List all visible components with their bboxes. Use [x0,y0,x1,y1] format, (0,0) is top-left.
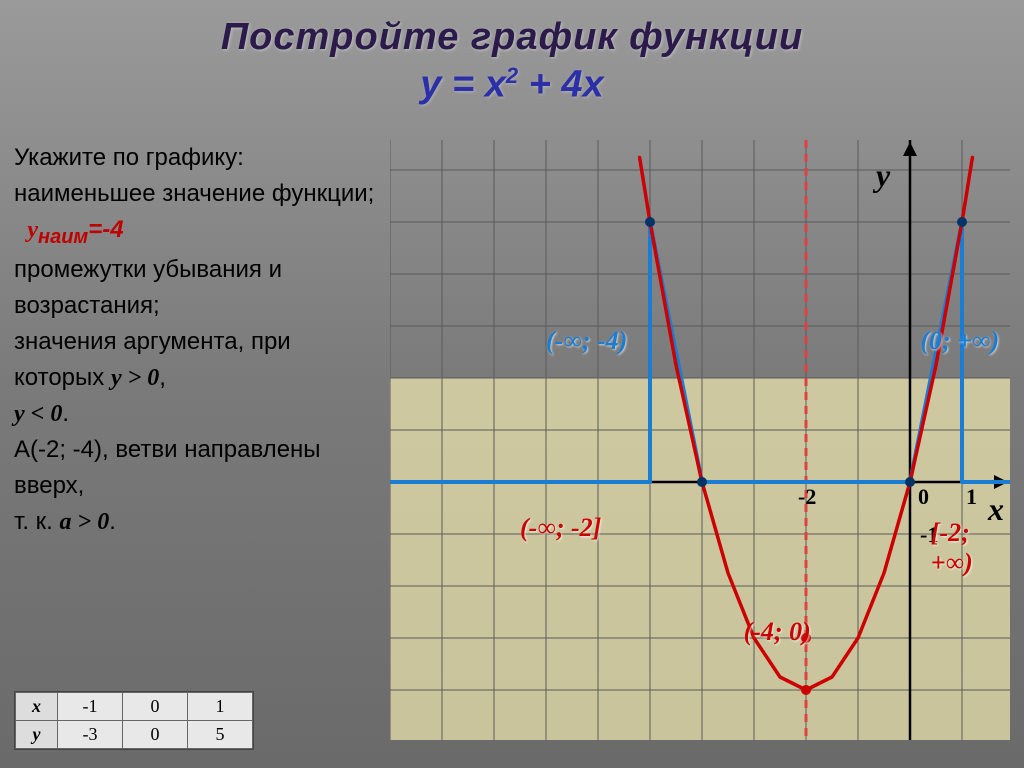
chart: -201-1yx (-∞; -4)(0; +∞)(-∞; -2][-2; +∞)… [390,140,1010,740]
line2: наименьшее значение функции; yнаим=-4 [14,176,384,252]
dot1: . [62,400,69,427]
interval-label: (-∞; -4) [546,326,627,356]
table-y-label: y [16,721,58,749]
table-cell: 5 [188,721,253,749]
line1: Укажите по графику: [14,140,384,176]
ymin-var: y [27,217,38,243]
interval-label: [-2; +∞) [931,518,1010,578]
line7: т. к. a > 0. [14,504,384,540]
agt0: a > 0 [60,509,110,535]
comma: , [159,364,166,391]
line5: y < 0. [14,396,384,432]
ylt0: y < 0 [14,401,62,427]
interval-label: (0; +∞) [920,326,999,356]
line2a: наименьшее значение функции; [14,180,374,207]
line6: А(-2; -4), ветви направлены вверх, [14,432,384,504]
table-cell: 1 [188,693,253,721]
slide-title: Постройте график функции [0,0,1024,63]
line3: промежутки убывания и возрастания; [14,252,384,324]
table-x-label: x [16,693,58,721]
table-cell: -1 [58,693,123,721]
dot2: . [109,508,116,535]
value-table: x -1 0 1 y -3 0 5 [14,691,254,750]
text-content: Укажите по графику: наименьшее значение … [14,140,384,540]
ygt0: y > 0 [111,365,159,391]
table-cell: -3 [58,721,123,749]
svg-text:y: y [872,157,891,193]
slide-formula: y = x2 + 4x [0,63,1024,107]
svg-text:-2: -2 [798,484,816,509]
ymin-val: =-4 [88,216,123,243]
chart-svg: -201-1yx [390,140,1010,740]
svg-text:0: 0 [918,484,929,509]
interval-label: (-∞; -2] [520,513,601,543]
line4: значения аргумента, при которых y > 0, [14,324,384,396]
table-cell: 0 [123,693,188,721]
line7a: т. к. [14,508,60,535]
interval-label: (-4; 0) [744,617,811,647]
svg-text:1: 1 [966,484,977,509]
table-cell: 0 [123,721,188,749]
ymin-sub: наим [38,226,88,248]
